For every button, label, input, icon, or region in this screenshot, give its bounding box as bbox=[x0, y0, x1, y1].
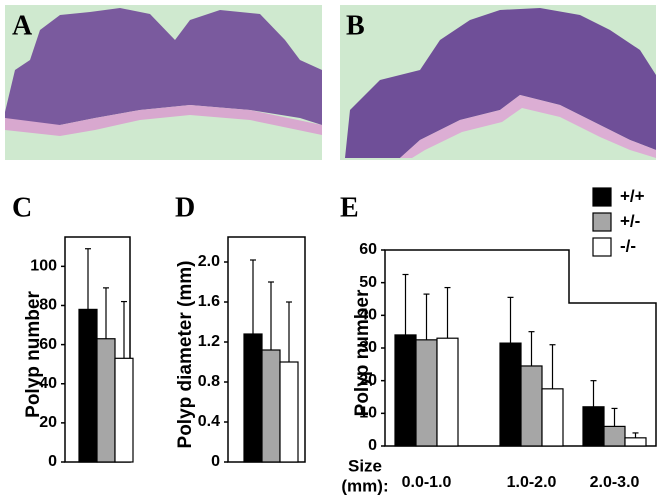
bar bbox=[243, 333, 263, 463]
histology-b bbox=[340, 5, 656, 160]
x-tick-label: 1.0-2.0 bbox=[507, 474, 557, 491]
y-tick-label: 0 bbox=[48, 453, 57, 470]
y-tick-label: 60 bbox=[359, 241, 377, 258]
y-tick-label: 0.8 bbox=[198, 373, 220, 390]
bar bbox=[415, 339, 438, 447]
bar bbox=[279, 361, 299, 463]
bar bbox=[499, 342, 522, 447]
y-axis-label: Polyp number bbox=[352, 289, 373, 416]
bar bbox=[114, 357, 134, 463]
panel-label: E bbox=[340, 192, 359, 223]
y-tick-label: 2.0 bbox=[198, 253, 220, 270]
y-tick-label: 20 bbox=[39, 414, 57, 431]
y-tick-label: 40 bbox=[359, 307, 377, 324]
y-tick-label: 60 bbox=[39, 336, 57, 353]
y-tick-label: 0 bbox=[368, 437, 377, 454]
panel-label: D bbox=[175, 192, 195, 223]
axes-frame bbox=[384, 249, 657, 447]
legend-swatch bbox=[592, 237, 612, 257]
y-tick-label: 80 bbox=[39, 297, 57, 314]
x-axis-unit: (mm): bbox=[341, 476, 388, 495]
y-tick-label: 0 bbox=[211, 453, 220, 470]
x-axis-label: Size bbox=[348, 456, 382, 475]
y-tick-label: 20 bbox=[359, 372, 377, 389]
y-tick-label: 50 bbox=[359, 274, 377, 291]
panel-label: A bbox=[12, 10, 33, 41]
legend-label: +/- bbox=[620, 211, 640, 230]
panel-label: C bbox=[12, 192, 32, 223]
y-tick-label: 0.4 bbox=[198, 413, 220, 430]
bar bbox=[78, 308, 98, 463]
panel-label: B bbox=[346, 10, 365, 41]
y-tick-label: 1.2 bbox=[198, 333, 220, 350]
y-tick-label: 10 bbox=[359, 405, 377, 422]
bar bbox=[624, 437, 647, 447]
legend-label: -/- bbox=[620, 236, 636, 255]
bar bbox=[603, 425, 626, 447]
bar bbox=[261, 349, 281, 463]
legend-label: +/+ bbox=[620, 186, 645, 205]
legend-swatch bbox=[592, 212, 612, 232]
bar bbox=[541, 388, 564, 447]
bar bbox=[520, 365, 543, 447]
y-axis-label: Polyp diameter (mm) bbox=[175, 261, 196, 449]
histology-a bbox=[5, 5, 322, 160]
y-tick-label: 1.6 bbox=[198, 293, 220, 310]
legend-swatch bbox=[592, 187, 612, 207]
x-tick-label: 0.0-1.0 bbox=[402, 474, 452, 491]
bar bbox=[582, 406, 605, 447]
y-tick-label: 40 bbox=[39, 375, 57, 392]
x-tick-label: 2.0-3.0 bbox=[590, 474, 640, 491]
y-tick-label: 30 bbox=[359, 339, 377, 356]
bar bbox=[96, 338, 116, 463]
y-axis-label: Polyp number bbox=[23, 291, 44, 418]
bar bbox=[394, 334, 417, 447]
bar bbox=[436, 337, 459, 447]
y-tick-label: 100 bbox=[30, 258, 57, 275]
